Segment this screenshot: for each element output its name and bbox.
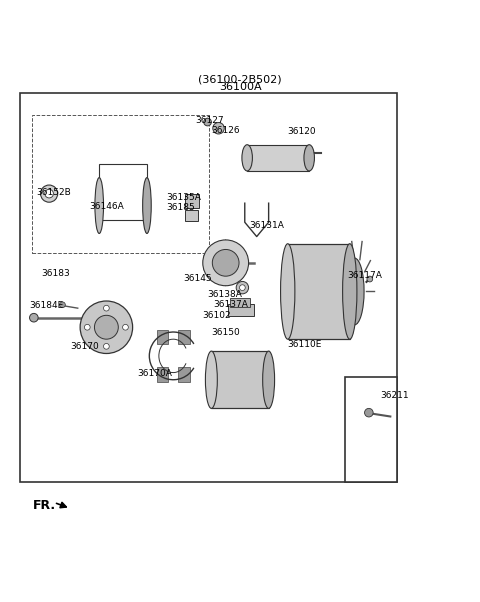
Ellipse shape bbox=[263, 351, 275, 408]
Ellipse shape bbox=[143, 178, 151, 234]
Circle shape bbox=[95, 315, 118, 339]
Text: 36150: 36150 bbox=[211, 327, 240, 337]
Ellipse shape bbox=[95, 178, 104, 234]
Text: 36170A: 36170A bbox=[137, 369, 172, 378]
Text: 36211: 36211 bbox=[381, 391, 409, 400]
Bar bbox=[247, 144, 309, 171]
Text: 36146A: 36146A bbox=[90, 202, 124, 211]
Bar bbox=[33, 115, 209, 253]
Text: 36184E: 36184E bbox=[29, 301, 63, 310]
Bar bbox=[230, 298, 250, 307]
Circle shape bbox=[80, 301, 132, 353]
Bar bbox=[157, 330, 168, 344]
Circle shape bbox=[60, 302, 65, 308]
Circle shape bbox=[40, 185, 58, 202]
Circle shape bbox=[122, 324, 128, 330]
Bar bbox=[211, 351, 269, 408]
Text: 36110E: 36110E bbox=[288, 340, 322, 349]
Text: 36138A: 36138A bbox=[207, 290, 242, 299]
Text: 36145: 36145 bbox=[184, 273, 212, 282]
Circle shape bbox=[203, 240, 249, 286]
Bar bbox=[99, 164, 147, 220]
Text: 36117A: 36117A bbox=[348, 272, 382, 280]
Bar bbox=[185, 210, 199, 221]
Circle shape bbox=[212, 249, 239, 276]
Circle shape bbox=[213, 123, 224, 134]
Text: 36127: 36127 bbox=[196, 116, 224, 125]
Ellipse shape bbox=[242, 144, 252, 171]
Text: 36185: 36185 bbox=[166, 203, 195, 212]
Bar bbox=[178, 330, 190, 344]
Ellipse shape bbox=[205, 351, 217, 408]
Circle shape bbox=[45, 190, 53, 198]
Ellipse shape bbox=[345, 258, 364, 325]
Circle shape bbox=[104, 344, 109, 349]
Circle shape bbox=[30, 314, 38, 322]
Bar bbox=[178, 367, 190, 382]
Text: 36100A: 36100A bbox=[219, 82, 261, 92]
Ellipse shape bbox=[304, 144, 314, 171]
Text: (36100-2B502): (36100-2B502) bbox=[198, 74, 282, 84]
Circle shape bbox=[104, 305, 109, 311]
Text: 36137A: 36137A bbox=[213, 300, 248, 309]
Text: 36120: 36120 bbox=[288, 126, 316, 135]
Text: 36135A: 36135A bbox=[166, 193, 201, 202]
Circle shape bbox=[84, 324, 90, 330]
Bar bbox=[288, 244, 350, 339]
Polygon shape bbox=[185, 194, 199, 208]
Bar bbox=[228, 305, 254, 316]
Circle shape bbox=[236, 281, 249, 294]
Text: 36170: 36170 bbox=[71, 342, 99, 351]
Circle shape bbox=[240, 285, 245, 291]
Circle shape bbox=[204, 118, 211, 126]
Bar bbox=[345, 377, 397, 482]
Ellipse shape bbox=[343, 244, 357, 339]
Text: 36102: 36102 bbox=[202, 311, 230, 320]
Text: 36152B: 36152B bbox=[36, 188, 71, 197]
Ellipse shape bbox=[281, 244, 295, 339]
Bar bbox=[21, 93, 397, 482]
Text: 36131A: 36131A bbox=[250, 221, 285, 230]
Circle shape bbox=[364, 408, 373, 417]
Text: 36126: 36126 bbox=[211, 126, 240, 135]
Bar bbox=[157, 367, 168, 382]
Text: 36183: 36183 bbox=[41, 269, 70, 278]
Text: FR.: FR. bbox=[33, 498, 56, 512]
Circle shape bbox=[367, 276, 372, 282]
